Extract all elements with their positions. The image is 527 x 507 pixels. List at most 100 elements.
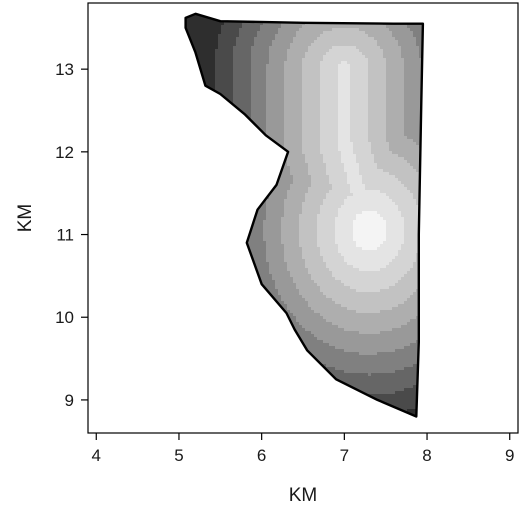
contour-level-2-cell [239,73,243,77]
contour-level-7-cell [344,178,348,182]
contour-level-4-cell [407,97,411,101]
contour-level-4-cell [410,118,414,122]
contour-level-6-cell [320,184,324,188]
contour-level-6-cell [359,34,363,38]
contour-level-7-cell [323,55,327,59]
contour-level-4-cell [410,46,414,50]
contour-level-5-cell [290,190,294,194]
contour-level-7-cell [326,154,330,158]
contour-level-7-cell [329,151,333,155]
contour-level-7-cell [329,154,333,158]
contour-level-6-cell [314,166,318,170]
contour-level-0-cell [206,76,210,80]
contour-level-5-cell [293,160,297,164]
contour-level-5-cell [302,166,306,170]
contour-level-3-cell [257,121,261,125]
contour-level-4-cell [407,43,411,47]
contour-level-4-cell [281,37,285,41]
contour-level-5-cell [395,40,399,44]
contour-level-8-cell [347,133,351,137]
contour-level-3-cell [260,31,264,35]
contour-level-5-cell [290,118,294,122]
contour-level-4-cell [410,79,414,83]
contour-level-2-cell [260,22,264,26]
contour-level-4-cell [299,25,303,29]
contour-level-3-cell [260,118,264,122]
contour-level-7-cell [371,160,375,164]
contour-level-5-cell [404,142,408,146]
contour-level-5-cell [305,31,309,35]
contour-level-4-cell [269,67,273,71]
contour-level-6-cell [380,109,384,113]
contour-level-4-cell [281,40,285,44]
contour-level-6-cell [311,139,315,143]
contour-level-5-cell [401,136,405,140]
contour-level-7-cell [335,127,339,131]
contour-level-5-cell [290,82,294,86]
contour-level-7-cell [332,109,336,113]
contour-level-5-cell [404,157,408,161]
contour-level-6-cell [317,154,321,158]
contour-level-5-cell [401,133,405,137]
contour-level-0-cell [206,52,210,56]
contour-level-7-cell [356,124,360,128]
contour-level-5-cell [392,58,396,62]
contour-level-7-cell [335,121,339,125]
contour-level-4-cell [404,121,408,125]
contour-level-6-cell [377,166,381,170]
contour-level-8-cell [353,169,357,173]
contour-level-3-cell [269,37,273,41]
contour-level-7-cell [335,76,339,80]
contour-level-1-cell [224,76,228,80]
contour-level-2-cell [245,73,249,77]
contour-level-7-cell [395,190,399,194]
contour-level-4-cell [275,52,279,56]
contour-level-3-cell [275,31,279,35]
contour-level-0-cell [206,70,210,74]
contour-level-5-cell [392,82,396,86]
contour-level-5-cell [401,61,405,65]
contour-level-6-cell [377,148,381,152]
contour-level-4-cell [416,106,420,110]
contour-level-4-cell [275,43,279,47]
contour-level-4-cell [404,40,408,44]
contour-level-1-cell [230,91,234,95]
contour-level-3-cell [254,121,258,125]
contour-level-6-cell [311,169,315,173]
contour-level-7-cell [368,181,372,185]
contour-level-5-cell [314,34,318,38]
contour-level-4-cell [404,124,408,128]
contour-level-6-cell [410,187,414,191]
contour-level-2-cell [245,91,249,95]
contour-level-5-cell [302,187,306,191]
contour-level-7-cell [338,55,342,59]
contour-level-5-cell [299,103,303,107]
contour-level-7-cell [326,112,330,116]
contour-level-0-cell [203,22,207,26]
contour-level-6-cell [386,166,390,170]
contour-level-1-cell [230,67,234,71]
contour-level-1-cell [221,67,225,71]
contour-level-4-cell [266,115,270,119]
contour-level-4-cell [407,64,411,68]
contour-level-6-cell [380,148,384,152]
contour-level-6-cell [380,88,384,92]
contour-level-0-cell [206,28,210,32]
contour-level-0-cell [200,67,204,71]
contour-level-7-cell [362,61,366,65]
contour-level-1-cell [218,73,222,77]
contour-level-7-cell [353,118,357,122]
contour-level-5-cell [293,151,297,155]
contour-level-4-cell [272,121,276,125]
contour-level-7-cell [350,67,354,71]
contour-level-6-cell [362,46,366,50]
contour-level-4-cell [290,25,294,29]
contour-level-4-cell [410,40,414,44]
contour-level-8-cell [338,88,342,92]
contour-level-4-cell [416,52,420,56]
contour-level-0-cell [206,25,210,29]
contour-level-4-cell [275,124,279,128]
contour-level-8-cell [356,163,360,167]
contour-level-4-cell [269,124,273,128]
contour-level-7-cell [329,70,333,74]
